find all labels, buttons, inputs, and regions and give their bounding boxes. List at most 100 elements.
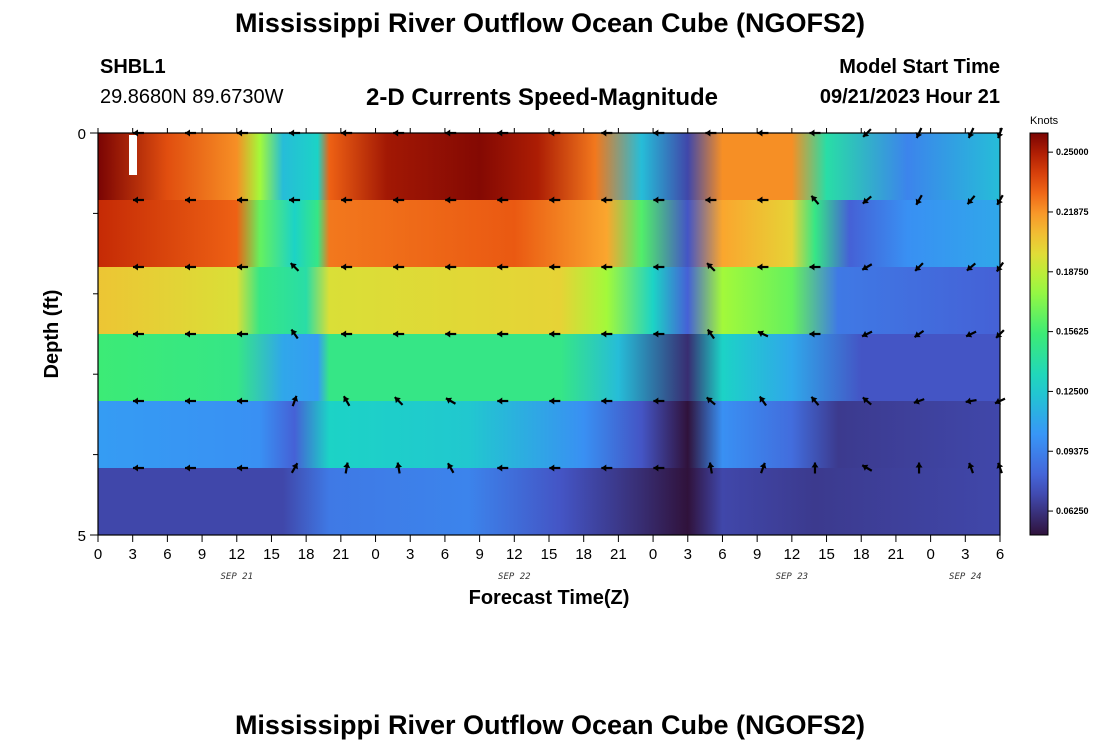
current-arrow [289, 262, 300, 272]
current-arrow [132, 464, 144, 472]
model-start-label: Model Start Time [839, 56, 1000, 78]
depth-layer-5 [98, 468, 1000, 536]
current-arrow [759, 462, 767, 474]
current-arrow [549, 397, 561, 405]
x-tick-label: 21 [888, 546, 905, 563]
current-arrow [861, 330, 873, 338]
current-arrow [342, 395, 351, 407]
current-arrow [290, 328, 299, 340]
current-arrow [601, 263, 613, 271]
y-axis-title: Depth (ft) [41, 290, 63, 379]
colorbar-scale [1029, 132, 1049, 536]
x-tick-label: 3 [129, 546, 137, 563]
date-label: SEP 24 [949, 572, 982, 582]
heatmap-layers [98, 133, 1000, 536]
current-arrow [132, 330, 144, 338]
x-tick-label: 6 [996, 546, 1004, 563]
y-tick-label: 5 [78, 528, 86, 545]
x-tick-label: 9 [475, 546, 483, 563]
x-tick-label: 18 [575, 546, 592, 563]
current-arrow [291, 395, 299, 407]
current-arrow [915, 194, 923, 206]
current-arrow [810, 195, 820, 205]
current-arrow [653, 263, 665, 271]
main-title: Mississippi River Outflow Ocean Cube (NG… [234, 8, 866, 38]
current-arrow [185, 330, 197, 338]
current-arrow [706, 262, 716, 272]
colorbar-tick-label: 0.18750 [1056, 267, 1089, 277]
current-arrow [290, 462, 299, 474]
x-tick-label: 21 [333, 546, 350, 563]
x-tick-label: 6 [718, 546, 726, 563]
current-arrow [447, 462, 455, 474]
x-axis-title: Forecast Time(Z) [469, 587, 630, 609]
current-arrow [966, 195, 976, 205]
x-tick-label: 6 [441, 546, 449, 563]
current-arrow [132, 196, 144, 204]
current-arrow [707, 462, 715, 474]
current-arrow [549, 464, 561, 472]
current-arrow [132, 397, 144, 405]
current-arrow [601, 196, 613, 204]
colorbar-tick-label: 0.12500 [1056, 386, 1089, 396]
current-arrow [341, 263, 353, 271]
current-arrow [601, 464, 613, 472]
current-arrow [341, 330, 353, 338]
current-arrow [809, 263, 821, 271]
current-arrow [653, 397, 665, 405]
y-tick-label: 0 [78, 126, 86, 143]
colorbar-tick-label: 0.06250 [1056, 506, 1089, 516]
date-label: SEP 21 [221, 572, 254, 582]
current-arrow [343, 462, 351, 474]
current-arrow [549, 263, 561, 271]
current-arrow [967, 462, 975, 474]
current-arrow [861, 464, 873, 472]
x-tick-label: 9 [753, 546, 761, 563]
current-arrow [393, 263, 405, 271]
current-arrow [237, 196, 249, 204]
x-tick-label: 3 [684, 546, 692, 563]
x-tick-label: 0 [926, 546, 934, 563]
x-tick-label: 0 [649, 546, 657, 563]
current-arrow [445, 397, 457, 405]
date-label: SEP 22 [498, 572, 531, 582]
station-id: SHBL1 [100, 56, 166, 78]
current-arrow [862, 396, 872, 406]
depth-layer-2 [98, 267, 1000, 335]
chart-subtitle: 2-D Currents Speed-Magnitude [366, 84, 719, 111]
x-axis: 0 3 6 9 12 15 18 21 0 3 6 9 12 15 18 21 0 3 6 9 12 15 18 21 0 3 6 S… [94, 128, 1004, 582]
current-arrow [237, 397, 249, 405]
depth-layer-4 [98, 401, 1000, 469]
x-tick-label: 12 [506, 546, 523, 563]
current-arrow [601, 397, 613, 405]
current-arrow [653, 330, 665, 338]
depth-layer-1 [98, 200, 1000, 268]
heatmap-chart: 0 3 6 9 12 15 18 21 0 3 6 9 12 15 18 21 0 3 6 9 12 15 18 21 0 3 6 S… [41, 115, 1089, 609]
x-tick-label: 3 [406, 546, 414, 563]
station-coordinates: 29.8680N 89.6730W [100, 86, 284, 108]
current-arrow [705, 396, 716, 406]
current-arrow [915, 462, 923, 474]
colorbar-tick-label: 0.09375 [1056, 446, 1089, 456]
current-arrow [393, 330, 405, 338]
current-arrow [811, 462, 819, 474]
current-arrow [185, 397, 197, 405]
current-arrow [497, 397, 509, 405]
colorbar-ticks: 0.25000 0.21875 0.18750 0.15625 0.12500 0.093… [1048, 147, 1089, 516]
current-arrow [861, 263, 873, 271]
current-arrow [705, 196, 717, 204]
x-tick-label: 18 [853, 546, 870, 563]
current-arrow [395, 462, 403, 474]
depth-layer-0 [98, 133, 1000, 201]
current-arrow [965, 330, 977, 338]
x-tick-label: 0 [371, 546, 379, 563]
current-arrow [757, 263, 769, 271]
x-tick-label: 21 [610, 546, 627, 563]
current-arrow [757, 330, 769, 338]
current-arrow [653, 196, 665, 204]
x-tick-label: 15 [541, 546, 558, 563]
current-arrow [914, 262, 924, 272]
current-arrow [341, 196, 353, 204]
current-arrow [445, 330, 457, 338]
current-arrow [393, 396, 404, 406]
